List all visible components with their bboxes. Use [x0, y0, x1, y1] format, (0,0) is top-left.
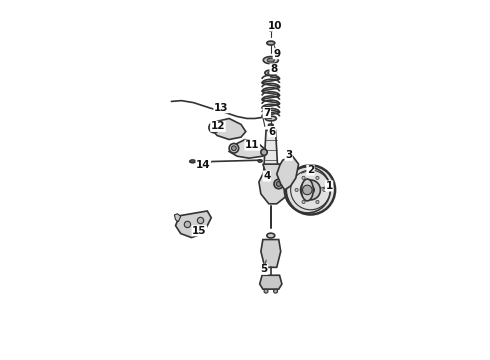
Polygon shape [229, 140, 265, 158]
Circle shape [276, 181, 281, 186]
Circle shape [302, 185, 312, 195]
Ellipse shape [267, 41, 275, 45]
Ellipse shape [190, 160, 196, 163]
Text: 15: 15 [192, 226, 207, 236]
Circle shape [274, 179, 284, 189]
Polygon shape [175, 211, 211, 238]
Polygon shape [174, 214, 181, 222]
Text: 6: 6 [269, 127, 275, 136]
Polygon shape [277, 156, 298, 190]
Text: 4: 4 [263, 171, 270, 181]
Ellipse shape [301, 179, 313, 201]
Polygon shape [211, 118, 246, 140]
Circle shape [209, 122, 219, 133]
Text: 10: 10 [268, 21, 282, 31]
Circle shape [316, 176, 319, 180]
Circle shape [316, 201, 319, 203]
Circle shape [295, 188, 298, 192]
Circle shape [231, 146, 236, 150]
Ellipse shape [263, 57, 278, 64]
Text: 11: 11 [245, 140, 259, 150]
Polygon shape [264, 130, 278, 172]
Circle shape [302, 201, 305, 203]
Circle shape [323, 188, 326, 192]
Circle shape [197, 217, 204, 224]
Circle shape [302, 176, 305, 180]
Polygon shape [260, 275, 282, 289]
Polygon shape [259, 164, 291, 204]
Circle shape [286, 165, 335, 215]
Ellipse shape [265, 116, 276, 121]
Ellipse shape [267, 58, 274, 62]
Text: 12: 12 [211, 121, 225, 131]
Ellipse shape [265, 70, 277, 76]
Text: 8: 8 [270, 64, 277, 74]
Ellipse shape [269, 124, 273, 126]
Ellipse shape [268, 71, 274, 74]
Text: 13: 13 [214, 103, 228, 113]
Text: 2: 2 [307, 165, 314, 175]
Polygon shape [261, 239, 281, 267]
Text: 3: 3 [285, 150, 293, 161]
Circle shape [269, 27, 273, 31]
Ellipse shape [267, 233, 275, 238]
Text: 14: 14 [196, 160, 211, 170]
Text: 1: 1 [325, 181, 333, 191]
Ellipse shape [258, 160, 262, 162]
Circle shape [261, 149, 267, 156]
Circle shape [229, 144, 239, 153]
Text: 7: 7 [263, 108, 270, 117]
Circle shape [184, 221, 191, 228]
Circle shape [307, 186, 315, 194]
Text: 9: 9 [273, 49, 280, 59]
Text: 5: 5 [260, 264, 268, 274]
Circle shape [264, 289, 268, 293]
Circle shape [300, 180, 320, 200]
Circle shape [212, 125, 217, 130]
Circle shape [273, 289, 277, 293]
